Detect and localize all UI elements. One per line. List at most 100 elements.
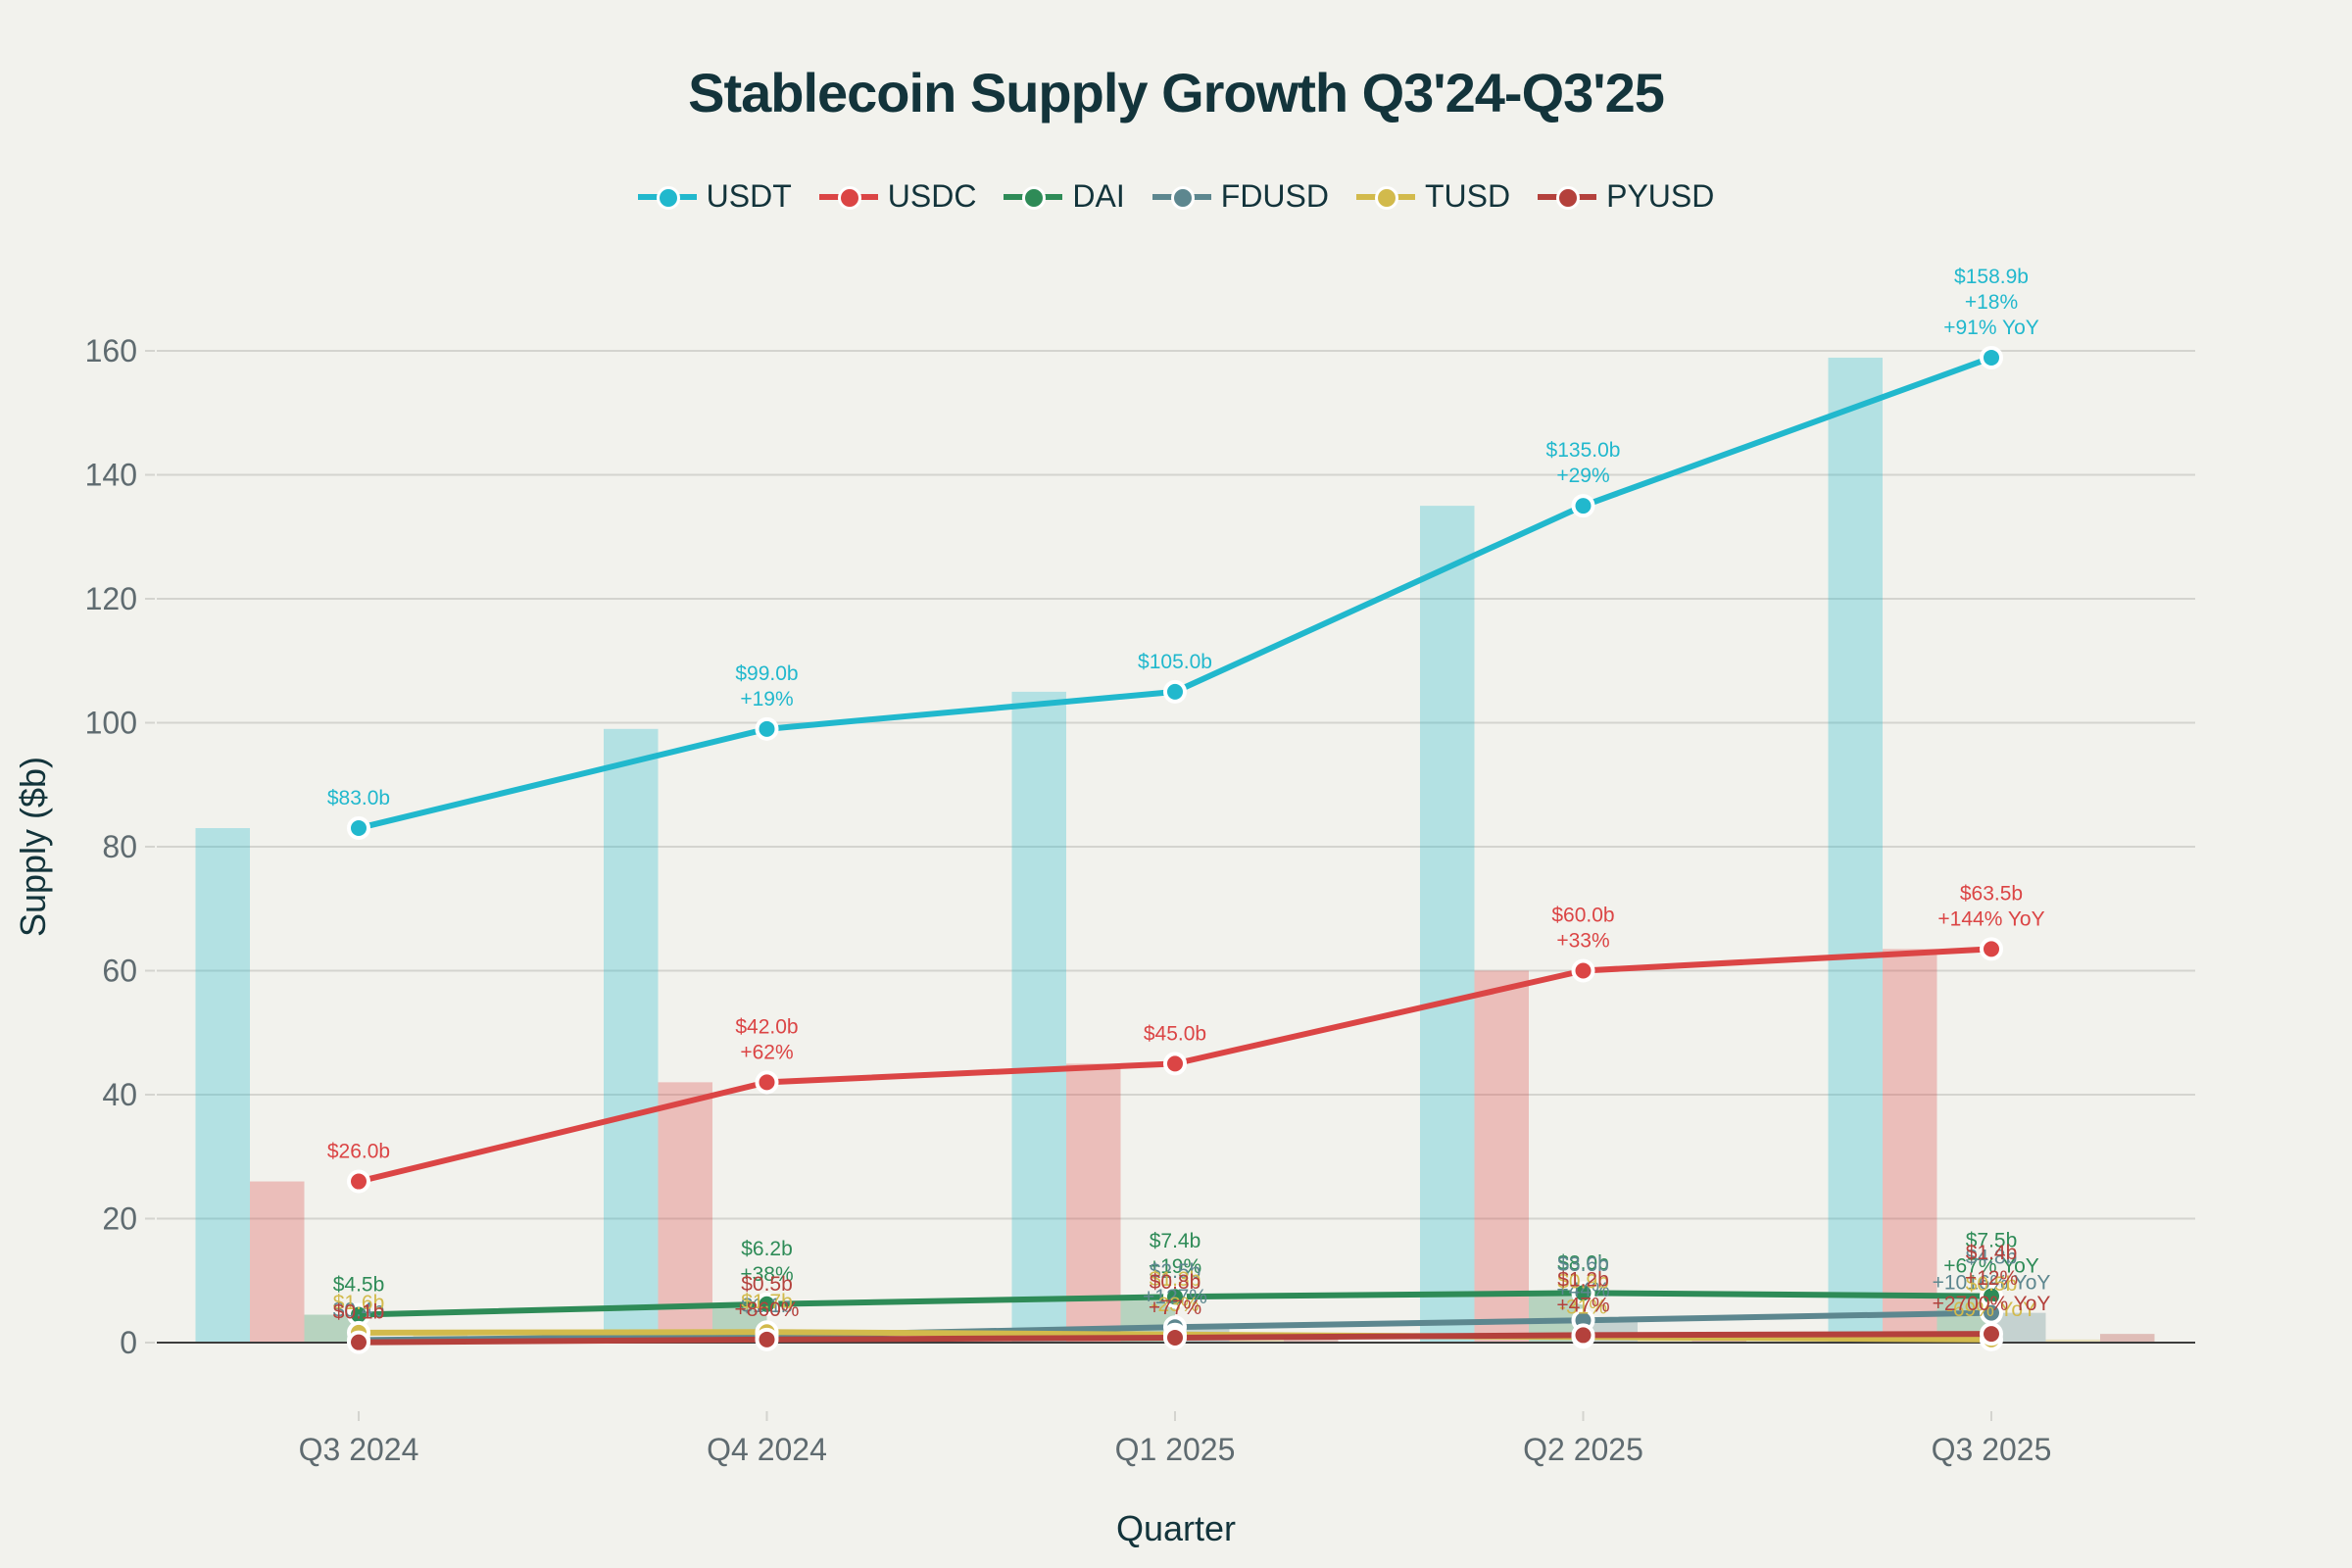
legend-label: USDT <box>706 178 792 214</box>
point-dai-q2-2025[interactable] <box>1571 1281 1595 1305</box>
point-pyusd-q1-2025[interactable] <box>1163 1325 1187 1349</box>
legend: USDT USDC DAI FDUSD TUSD PYUSD <box>0 178 2352 215</box>
data-label-tusd: $1.7b <box>741 1291 793 1313</box>
legend-item-tusd[interactable]: TUSD <box>1355 178 1511 215</box>
data-label-usdc: $45.0b <box>1144 1022 1206 1045</box>
bar-usdc-q3-2025[interactable] <box>1883 949 1937 1343</box>
point-dai-q1-2025[interactable] <box>1163 1285 1187 1309</box>
bar-usdt-q3-2025[interactable] <box>1828 357 1884 1343</box>
bar-tusd-q3-2025[interactable] <box>2045 1339 2101 1343</box>
bar-usdc-q4-2024[interactable] <box>658 1082 713 1343</box>
point-usdt-q4-2024[interactable] <box>755 716 779 741</box>
data-label-fdusd: $1.1b <box>741 1295 793 1317</box>
data-label-usdc: $42.0b +62% <box>735 1015 798 1063</box>
y-tick-label: 60 <box>102 954 137 989</box>
point-pyusd-q4-2024[interactable] <box>755 1327 779 1351</box>
data-label-pyusd: $0.5b +860% <box>735 1273 800 1321</box>
data-label-fdusd: $0.4b <box>333 1298 385 1321</box>
bars <box>195 357 2155 1344</box>
point-pyusd-q3-2025[interactable] <box>1980 1322 2003 1347</box>
legend-line-marker-icon <box>1152 182 1211 212</box>
legend-label: TUSD <box>1424 178 1511 214</box>
data-label-usdt: $105.0b <box>1138 651 1212 673</box>
legend-item-usdc[interactable]: USDC <box>818 178 977 215</box>
data-label-usdc: $63.5b +144% YoY <box>1937 882 2044 930</box>
y-tick-label: 0 <box>120 1325 137 1360</box>
x-axis-label: Quarter <box>1116 1508 1236 1548</box>
data-label-fdusd: $3.6b +44% <box>1556 1253 1609 1301</box>
point-dai-q4-2024[interactable] <box>755 1292 779 1316</box>
legend-item-fdusd[interactable]: FDUSD <box>1152 178 1329 215</box>
data-label-tusd: $0.9b -31% <box>1557 1270 1609 1318</box>
y-tick-label: 20 <box>102 1201 137 1237</box>
y-tick-label: 140 <box>85 458 137 493</box>
legend-line-marker-icon <box>1004 182 1063 212</box>
data-label-dai: $7.4b +19% <box>1149 1230 1201 1278</box>
bar-pyusd-q3-2025[interactable] <box>2100 1334 2155 1343</box>
grid-lines <box>157 350 2195 1220</box>
y-tick-label: 100 <box>85 706 137 741</box>
data-labels: $83.0b $99.0b +19% $105.0b $135.0b +29% $158.9… <box>327 266 2051 1324</box>
point-usdc-q3-2024[interactable] <box>347 1169 370 1194</box>
data-label-usdt: $135.0b +29% <box>1546 439 1621 487</box>
point-usdc-q3-2025[interactable] <box>1980 937 2003 961</box>
series-lines <box>358 355 1993 1346</box>
data-label-dai: $6.2b +38% <box>740 1238 793 1286</box>
chart-title: Stablecoin Supply Growth Q3'24-Q3'25 <box>688 62 1665 123</box>
bar-usdc-q2-2025[interactable] <box>1474 970 1530 1344</box>
data-label-usdt: $99.0b +19% <box>735 662 798 710</box>
data-label-fdusd: $4.8b +1016% YoY <box>1933 1247 2051 1295</box>
point-usdc-q1-2025[interactable] <box>1163 1052 1187 1076</box>
data-label-usdc: $26.0b <box>327 1141 390 1163</box>
legend-label: DAI <box>1072 178 1125 214</box>
x-tick-label: Q3 2024 <box>299 1432 419 1467</box>
legend-line-marker-icon <box>1355 182 1415 212</box>
legend-line-marker-icon <box>1538 182 1597 212</box>
data-label-tusd: $1.3b -23% <box>1150 1268 1201 1316</box>
bar-usdt-q4-2024[interactable] <box>604 728 659 1343</box>
point-usdc-q4-2024[interactable] <box>755 1070 779 1095</box>
point-usdt-q3-2025[interactable] <box>1980 345 2003 369</box>
point-usdt-q3-2024[interactable] <box>347 816 370 841</box>
data-label-pyusd: $0.8b +77% <box>1149 1271 1201 1319</box>
legend-label: USDC <box>887 178 977 214</box>
point-pyusd-q3-2024[interactable] <box>347 1330 370 1354</box>
data-label-usdt: $158.9b +18% +91% YoY <box>1943 266 2039 339</box>
data-label-tusd: $0.5b -69% YoY <box>1946 1273 2036 1321</box>
y-axis-ticks: 0 20 40 60 80 100 120 140 160 <box>85 333 155 1360</box>
bar-usdt-q1-2025[interactable] <box>1011 691 1067 1343</box>
y-tick-label: 40 <box>102 1077 137 1112</box>
legend-item-pyusd[interactable]: PYUSD <box>1538 178 1714 215</box>
y-tick-label: 80 <box>102 829 137 864</box>
legend-item-usdt[interactable]: USDT <box>637 178 792 215</box>
point-pyusd-q2-2025[interactable] <box>1571 1323 1595 1348</box>
data-label-usdc: $60.0b +33% <box>1551 905 1614 953</box>
bar-usdt-q3-2024[interactable] <box>195 828 251 1343</box>
point-usdc-q2-2025[interactable] <box>1571 958 1595 983</box>
bar-usdt-q2-2025[interactable] <box>1420 506 1475 1343</box>
point-usdt-q2-2025[interactable] <box>1571 494 1595 518</box>
data-label-usdt: $83.0b <box>327 787 390 809</box>
y-axis-label: Supply ($b) <box>13 757 53 937</box>
data-label-fdusd: $2.5b +127% <box>1143 1260 1207 1308</box>
bar-usdc-q3-2024[interactable] <box>250 1181 305 1343</box>
x-tick-label: Q3 2025 <box>1932 1432 2052 1467</box>
legend-item-dai[interactable]: DAI <box>1004 178 1125 215</box>
y-tick-label: 160 <box>85 333 137 368</box>
data-label-pyusd: $1.2b +47% <box>1556 1268 1609 1316</box>
line-usdt[interactable] <box>358 355 1993 831</box>
data-label-dai: $4.5b <box>333 1274 385 1297</box>
point-usdt-q1-2025[interactable] <box>1163 679 1187 704</box>
legend-label: FDUSD <box>1220 178 1329 214</box>
series-points <box>347 345 2003 1354</box>
data-label-tusd: $1.6b <box>333 1292 385 1314</box>
data-label-pyusd: $1.4b +12% +2700% YoY <box>1933 1242 2051 1315</box>
x-tick-label: Q4 2024 <box>707 1432 827 1467</box>
bar-pyusd-q1-2025[interactable] <box>1284 1337 1339 1343</box>
legend-label: PYUSD <box>1606 178 1715 214</box>
legend-line-marker-icon <box>637 182 697 212</box>
legend-line-marker-icon <box>818 182 878 212</box>
data-label-dai: $8.0b <box>1557 1251 1609 1274</box>
data-label-pyusd: $0.1b <box>333 1301 385 1324</box>
